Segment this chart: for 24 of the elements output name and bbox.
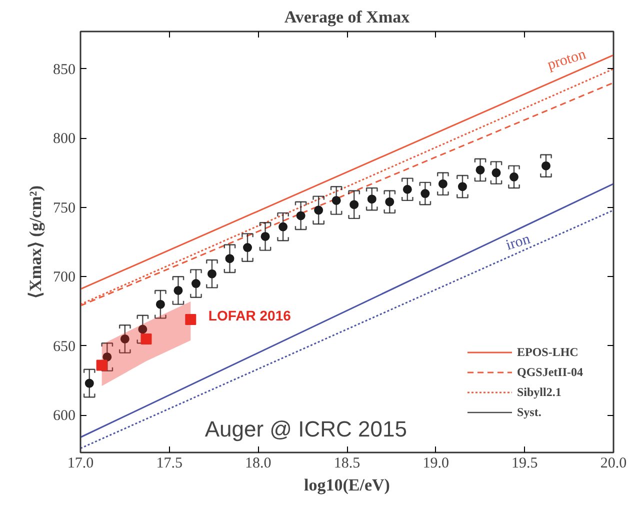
legend-label: Sibyll2.1 [517, 384, 562, 400]
x-tick-label: 18.5 [334, 456, 360, 472]
x-tick-label: 17.0 [67, 456, 94, 472]
y-tick-label: 750 [53, 200, 76, 216]
chart-title: Average of Xmax [284, 8, 410, 26]
legend-label: QGSJetII-04 [517, 364, 583, 380]
x-tick-label: 19.5 [512, 456, 538, 472]
annotation: Auger @ ICRC 2015 [204, 416, 407, 442]
x-tick-label: 19.0 [422, 456, 449, 472]
x-tick-label: 17.5 [156, 456, 182, 472]
annotation: proton [546, 46, 588, 74]
y-tick-label: 800 [53, 131, 76, 148]
annotation: iron [504, 231, 533, 254]
y-tick-label: 850 [53, 62, 76, 78]
y-tick-label: 650 [53, 338, 76, 355]
y-axis-title: ⟨Xmax⟩ (g/cm²) [26, 185, 45, 299]
legend-label: EPOS-LHC [517, 344, 578, 360]
x-axis-title: log10(E/eV) [304, 476, 390, 494]
y-tick-label: 600 [53, 408, 76, 424]
y-tick-label: 700 [53, 270, 76, 286]
x-tick-label: 20.0 [600, 456, 627, 472]
legend-label: Syst. [517, 404, 542, 420]
x-tick-label: 18.0 [245, 456, 272, 472]
series-label: LOFAR 2016 [208, 308, 292, 324]
